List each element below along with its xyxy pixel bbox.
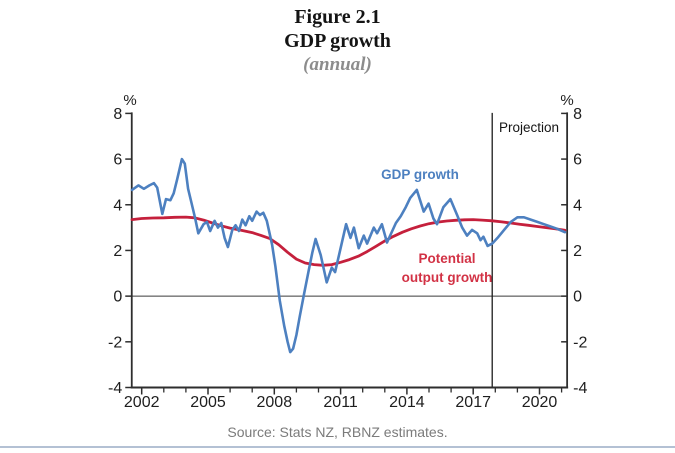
x-tick-label: 2002 [124,394,160,411]
y-tick-label-right: 4 [573,197,582,214]
bottom-divider [0,446,675,448]
figure-number: Figure 2.1 [294,6,381,28]
y-tick-label-right: 0 [573,289,582,306]
source-note: Source: Stats NZ, RBNZ estimates. [227,424,448,440]
potential-label-line2: output growth [401,270,493,285]
x-tick-label: 2014 [389,394,425,411]
y-tick-label-left: 4 [113,197,122,214]
x-tick-label: 2005 [190,394,226,411]
x-tick-label: 2008 [257,394,293,411]
percent-label-left: % [123,92,137,109]
gdp-growth-line [130,157,567,354]
y-tick-label-left: 0 [113,289,122,306]
y-tick-label-left: -4 [108,380,122,397]
y-tick-label-left: 6 [113,152,122,169]
x-tick-label: 2011 [323,394,358,411]
x-tick-label: 2020 [522,394,558,411]
title-block: Figure 2.1 GDP growth (annual) [0,5,675,76]
potential-label-line1: Potential [418,251,476,266]
percent-label-right: % [560,92,574,109]
y-tick-label-left: 2 [113,243,122,260]
projection-label: Projection [498,120,560,135]
y-tick-label-right: -4 [573,380,587,397]
y-tick-label-right: 8 [573,106,582,123]
gdp-growth-series-label: GDP growth [381,167,459,182]
y-tick-label-right: 2 [573,243,582,260]
potential-output-growth-series-label: Potential output growth [390,249,504,287]
y-tick-label-right: 6 [573,152,582,169]
y-tick-label-left: 8 [113,106,122,123]
y-tick-label-left: -2 [108,334,122,351]
x-tick-label: 2017 [455,394,491,411]
potential-output-growth-line [130,215,567,267]
y-tick-label-right: -2 [573,334,587,351]
chart-title: GDP growth [284,30,391,52]
chart-frequency-note: (annual) [303,54,372,75]
